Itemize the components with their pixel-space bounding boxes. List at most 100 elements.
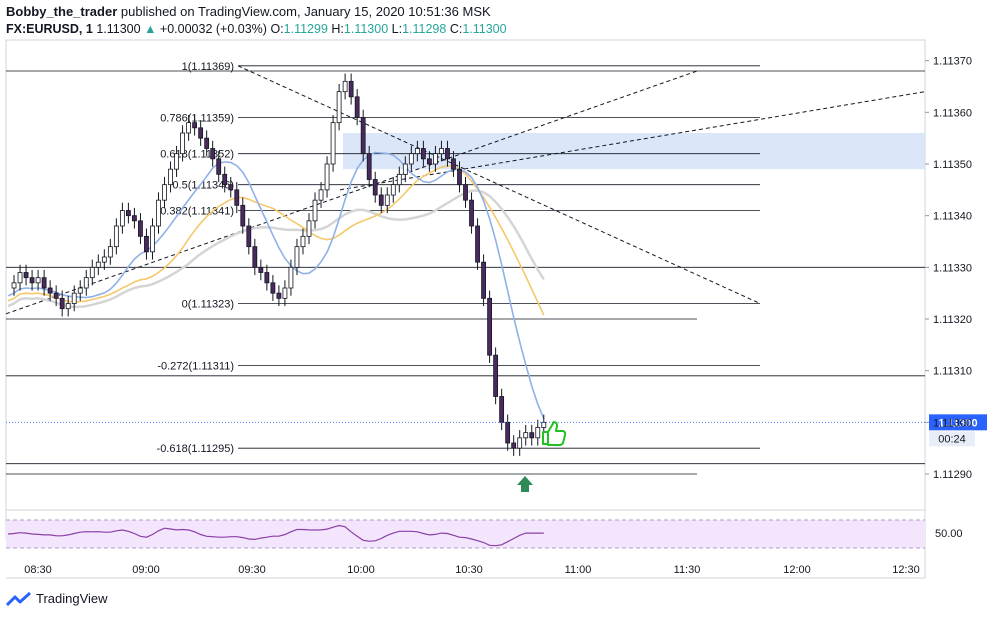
candle-body [360,117,366,155]
candle-body [168,168,173,186]
candle-body [119,210,125,227]
candle-body [505,421,511,444]
trend-line-up-2 [339,91,926,191]
countdown-label: 00:24 [938,433,966,445]
up-arrow-icon: ▲ [144,22,157,36]
open-value: 1.11299 [283,22,328,36]
candle-body [463,184,468,201]
candle-body [174,153,179,170]
candle-body [511,442,517,449]
candle-body [162,184,167,201]
time-tick-label: 08:30 [24,564,52,576]
candle-body [396,173,402,186]
candle-body [372,179,378,196]
price-tick-label: 1.11350 [933,159,972,171]
fib-level-label: 0.5(1.11346) [172,180,234,192]
candle-body [312,199,318,222]
candle-body [41,277,47,289]
candle-body [330,122,336,165]
candle-body [234,189,240,206]
candle-body [23,272,29,279]
candle-body [83,277,89,289]
candle-body [17,272,23,284]
time-tick-label: 12:30 [892,564,920,576]
candle-body [348,80,354,98]
candle-body [336,91,342,124]
candle-body [210,148,216,160]
trend-line-down [237,65,761,304]
tradingview-logo-icon [6,591,32,606]
candle-body [402,163,408,175]
author-name[interactable]: Bobby_the_trader [6,4,118,19]
fib-level-label: 1(1.11369) [182,61,234,73]
candle-body [282,287,288,299]
publish-text: published on TradingView.com, January 15… [120,4,491,19]
fib-level-label: 0.382(1.11341) [160,206,234,218]
symbol-name[interactable]: FX:EURUSD, 1 [6,22,93,36]
candle-body [132,215,137,222]
candle-body [113,225,119,248]
candle-body [77,287,83,294]
candle-body [324,163,330,191]
tradingview-brand[interactable]: TradingView [6,591,108,606]
fib-level-label: 0.618(1.11352) [160,149,234,161]
candle-body [95,261,101,268]
candle-body [529,432,535,439]
price-tick-label: 1.11320 [933,314,972,326]
candle-body [469,199,474,227]
time-tick-label: 12:00 [783,564,811,576]
candle-body [517,437,523,449]
candle-body [445,148,450,160]
candle-body [252,246,258,268]
price-tick-label: 1.11310 [933,366,972,378]
trend-line-up [5,70,698,315]
candle-body [89,266,95,279]
time-tick-label: 10:30 [455,564,483,576]
candle-body [107,246,113,258]
candle-body [101,256,107,263]
candle-body [487,297,493,356]
candle-body [264,272,270,284]
candle-body [59,297,65,310]
candle-body [126,210,131,217]
fib-level-label: 0(1.11323) [182,299,234,311]
rsi-tick-label: 50.00 [935,528,963,540]
candle-body [35,277,41,284]
low-value: 1.11298 [402,22,447,36]
candle-body [300,235,306,248]
low-label: L: [391,22,403,36]
price-tick-label: 1.11370 [933,56,972,68]
candle-body [11,282,17,289]
candle-body [390,184,396,196]
brand-name: TradingView [36,591,108,606]
close-label: C: [449,22,463,36]
up-arrow-icon [517,476,533,492]
candle-body [318,189,324,201]
last-price-badge: 1.11300 [938,417,977,429]
candle-body [366,153,372,180]
candle-body [433,153,438,165]
price-tick-label: 1.11300 [933,417,972,429]
fib-level-label: -0.272(1.11311) [157,361,234,373]
candle-body [204,137,210,149]
last-price-badge-bg [929,414,987,431]
candle-body [53,292,59,299]
candle-body [420,148,426,160]
candle-body [47,287,53,294]
moving-average-slow [7,189,545,309]
candle-body [228,184,234,191]
candle-body [216,158,222,175]
candle-body [535,427,541,439]
price-tick-label: 1.11360 [933,107,972,119]
fib-level-label: -0.618(1.11295) [157,443,234,455]
candle-body [240,204,246,227]
candle-body [475,225,480,263]
candle-body [439,148,444,155]
candle-body [294,246,300,268]
candle-body [270,282,276,294]
candle-body [288,266,294,289]
candle-body [144,235,149,253]
candle-body [246,225,252,248]
candle-body [306,220,312,237]
